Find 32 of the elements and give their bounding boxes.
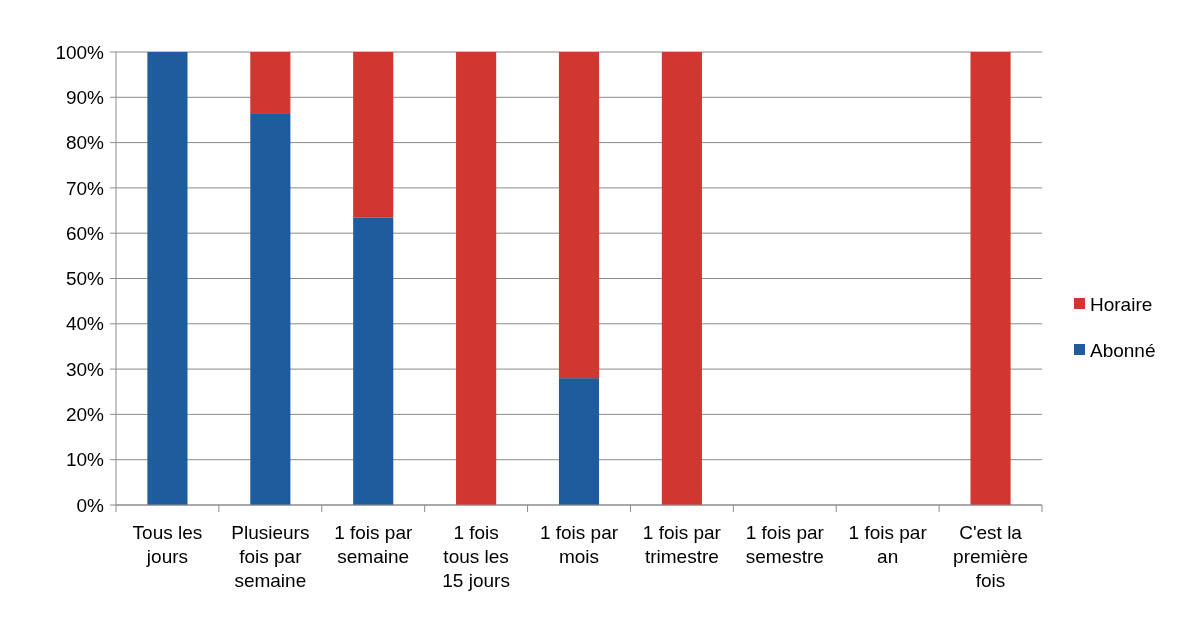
x-tick-label: 1 fois par mois xyxy=(539,522,619,567)
bar xyxy=(147,52,188,505)
legend-label: Horaire xyxy=(1090,293,1153,315)
x-tick-label: 1 fois par semestre xyxy=(745,522,825,567)
bar xyxy=(250,52,291,114)
y-tick-label: 10% xyxy=(65,449,105,471)
y-tick-label: 0% xyxy=(76,494,105,516)
y-tick-label: 40% xyxy=(65,313,105,335)
bar xyxy=(250,113,291,505)
x-tick-label: 1 fois tous les 15 jours xyxy=(442,522,510,591)
x-tick-label: 1 fois par an xyxy=(848,522,928,567)
x-tick-label: Plusieurs fois par semaine xyxy=(231,522,310,591)
bar xyxy=(558,52,600,379)
bar xyxy=(353,52,394,218)
x-tick-label: 1 fois par semaine xyxy=(334,522,413,567)
y-tick-label: 20% xyxy=(65,404,105,426)
legend-label: Abonné xyxy=(1090,339,1156,361)
y-tick-label: 80% xyxy=(65,132,105,154)
bar xyxy=(353,217,394,505)
y-tick-label: 90% xyxy=(65,86,105,108)
bar xyxy=(970,52,1011,505)
y-tick-label: 60% xyxy=(65,222,105,244)
bar xyxy=(558,378,600,505)
x-tick-label: 1 fois par trimestre xyxy=(642,522,722,567)
bar xyxy=(456,52,497,505)
x-tick-label: C'est la première fois xyxy=(953,522,1029,591)
y-tick-label: 30% xyxy=(65,358,105,380)
y-tick-label: 70% xyxy=(65,177,105,199)
bar xyxy=(661,52,702,505)
x-tick-label: Tous les jours xyxy=(132,522,203,567)
y-tick-label: 100% xyxy=(55,41,105,63)
y-tick-label: 50% xyxy=(65,268,105,290)
